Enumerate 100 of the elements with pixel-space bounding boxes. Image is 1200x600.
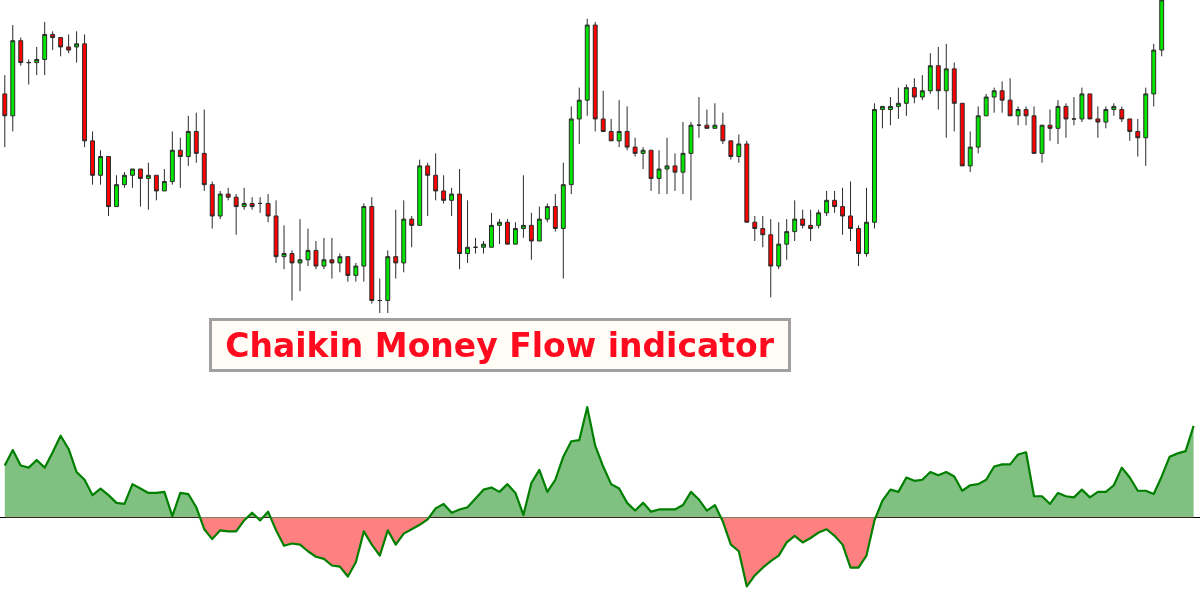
candlestick [680, 121, 686, 195]
candlestick [792, 199, 798, 242]
candlestick [656, 149, 662, 195]
candlestick [409, 215, 415, 248]
candlestick [257, 196, 263, 214]
candlestick [712, 102, 718, 129]
candlestick [736, 134, 742, 164]
candlestick [991, 87, 997, 114]
candlestick [106, 156, 111, 217]
candlestick [481, 240, 486, 255]
candlestick [1023, 105, 1029, 126]
candlestick [776, 221, 782, 270]
candlestick [201, 109, 207, 192]
candlestick [393, 209, 399, 280]
candlestick [321, 237, 327, 270]
candlestick [999, 80, 1005, 114]
candlestick [161, 168, 167, 192]
candlestick [816, 209, 822, 229]
candlestick [784, 218, 790, 261]
candlestick [576, 87, 582, 145]
candlestick [895, 87, 901, 120]
candlestick [951, 62, 957, 132]
candlestick [512, 221, 518, 245]
candlestick [489, 212, 494, 248]
candlestick [305, 227, 311, 267]
candlestick [1111, 102, 1117, 117]
candlestick [401, 199, 407, 273]
candlestick [744, 140, 750, 223]
candlestick [90, 130, 96, 186]
candlestick [42, 21, 48, 76]
candlestick [281, 224, 287, 270]
candlestick [10, 24, 16, 132]
candlestick [26, 58, 32, 86]
candlestick [425, 162, 431, 217]
candlestick [233, 193, 239, 236]
candlestick [760, 215, 766, 248]
candlestick [185, 115, 191, 167]
candlestick [169, 130, 175, 186]
candlestick [18, 37, 24, 67]
candlestick [1127, 118, 1133, 142]
candlestick [289, 249, 295, 301]
candlestick [616, 99, 622, 148]
candlestick [1063, 102, 1069, 139]
candlestick [800, 209, 806, 229]
candlestick [193, 112, 199, 164]
candlestick [672, 152, 678, 192]
candlestick [1135, 118, 1141, 157]
candlestick [457, 168, 463, 270]
candlestick [353, 262, 359, 283]
candlestick [608, 118, 614, 142]
candlestick [1143, 87, 1149, 167]
candlestick [98, 149, 103, 186]
candlestick [975, 105, 981, 154]
candlestick [177, 137, 183, 189]
chart-title: Chaikin Money Flow indicator [225, 325, 775, 365]
candlestick [600, 90, 606, 132]
candlestick [1159, 0, 1165, 57]
candlestick [1055, 99, 1061, 145]
candlestick [720, 112, 726, 145]
candlestick [1119, 105, 1125, 123]
candlestick [345, 256, 351, 283]
candlestick [377, 278, 383, 313]
candlestick [449, 187, 455, 217]
candlestick [688, 121, 694, 201]
candlestick [864, 187, 869, 258]
candlestick [848, 181, 853, 242]
candlestick [560, 162, 566, 280]
candlestick [752, 215, 758, 242]
candlestick [768, 218, 774, 298]
candlestick [832, 190, 838, 214]
candlestick [959, 102, 965, 167]
candlestick [50, 30, 56, 51]
candlestick [704, 109, 710, 129]
candlestick [129, 168, 135, 189]
candlestick [1015, 105, 1021, 126]
candlestick [1095, 105, 1101, 139]
candlestick [935, 46, 941, 111]
candlestick [568, 105, 574, 195]
candlestick [552, 193, 558, 233]
candlestick [34, 46, 40, 76]
candlestick [1103, 105, 1109, 129]
candlestick [465, 199, 471, 264]
candlestick [153, 174, 159, 201]
candlestick [919, 74, 925, 101]
candlestick [664, 137, 670, 195]
candlestick [58, 37, 64, 57]
candlestick [122, 171, 127, 189]
candlestick [2, 74, 8, 148]
candlestick [473, 237, 478, 255]
candlestick [497, 218, 502, 245]
candlestick [137, 168, 143, 208]
candlestick [528, 212, 534, 261]
candlestick [385, 249, 391, 313]
candlestick [911, 77, 917, 104]
candlestick [504, 218, 510, 245]
candlestick [369, 196, 375, 305]
candlestick [584, 18, 590, 117]
candlestick [808, 209, 814, 242]
candlestick [728, 140, 734, 161]
candlestick [1079, 87, 1085, 123]
